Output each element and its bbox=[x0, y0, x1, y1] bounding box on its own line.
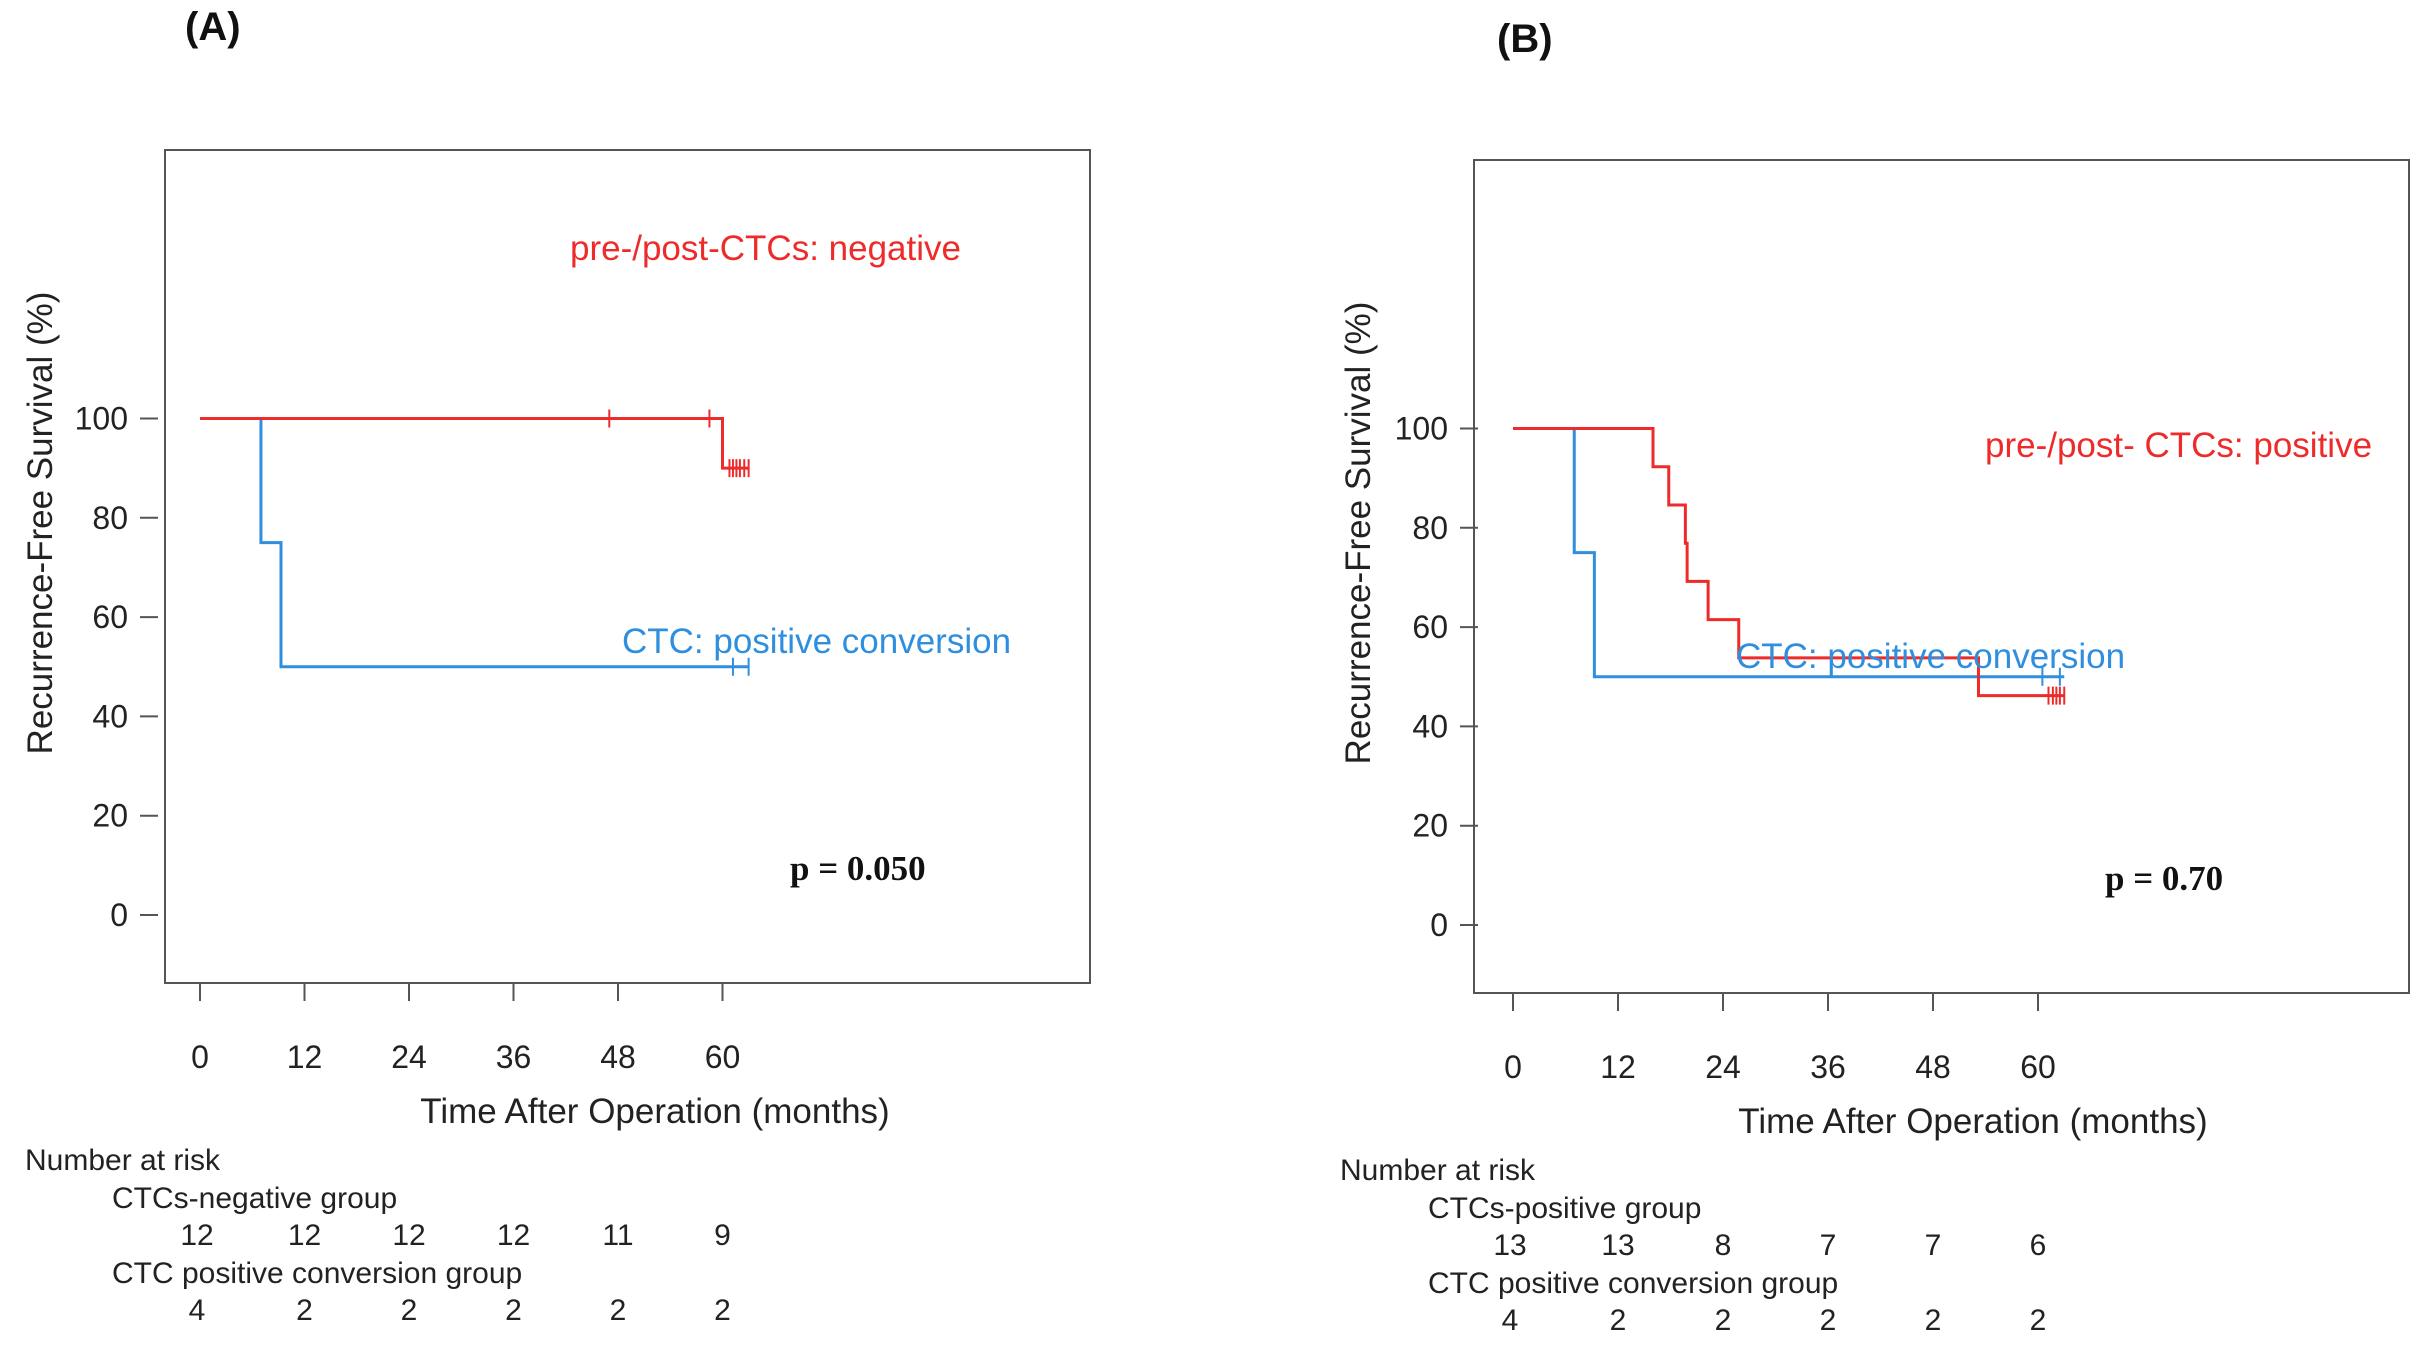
risk-value: 11 bbox=[602, 1219, 633, 1252]
panel-b-risk-row-1: 13 13 8 7 7 6 bbox=[1493, 1229, 2046, 1262]
y-tick-label: 100 bbox=[1395, 411, 1448, 447]
x-tick-label: 48 bbox=[600, 1039, 636, 1075]
y-tick-label: 40 bbox=[1412, 708, 1448, 744]
panel-b-risk-table: Number at risk CTCs-positive group 13 13 8… bbox=[1340, 1154, 2046, 1337]
x-tick-label: 12 bbox=[1600, 1049, 1636, 1085]
panel-b-risk-group-2-name: CTC positive conversion group bbox=[1428, 1267, 1838, 1300]
risk-value: 2 bbox=[1820, 1304, 1837, 1337]
risk-value: 12 bbox=[180, 1219, 213, 1252]
panel-a-risk-row-2: 4 2 2 2 2 2 bbox=[189, 1294, 731, 1327]
y-tick-label: 60 bbox=[92, 599, 128, 635]
x-tick-label: 12 bbox=[287, 1039, 323, 1075]
x-tick-label: 60 bbox=[2020, 1049, 2056, 1085]
panel-a-label-negative: pre-/post-CTCs: negative bbox=[570, 229, 961, 268]
risk-value: 2 bbox=[2030, 1304, 2047, 1337]
panel-b-label-conversion: CTC: positive conversion bbox=[1736, 637, 2125, 676]
risk-value: 2 bbox=[1925, 1304, 1942, 1337]
panel-a-risk-row-1: 12 12 12 12 11 9 bbox=[180, 1219, 731, 1252]
panel-a-risk-table: Number at risk CTCs-negative group 12 12 1… bbox=[25, 1144, 731, 1327]
panel-b-p-value: p = 0.70 bbox=[2105, 859, 2223, 898]
risk-value: 4 bbox=[189, 1294, 206, 1327]
panel-b-curves bbox=[1513, 427, 2066, 705]
risk-value: 2 bbox=[505, 1294, 522, 1327]
risk-value: 12 bbox=[288, 1219, 321, 1252]
risk-value: 2 bbox=[1715, 1304, 1732, 1337]
panel-a-risk-title: Number at risk bbox=[25, 1144, 221, 1177]
panel-a-axes: 0 20 40 60 80 100 0 12 24 36 48 60 bbox=[75, 401, 741, 1076]
km-curve-red bbox=[1513, 427, 2065, 698]
panel-b-axes: 0 20 40 60 80 100 0 12 24 36 48 60 bbox=[1395, 411, 2056, 1086]
panel-b-label-positive: pre-/post- CTCs: positive bbox=[1985, 426, 2372, 465]
y-tick-label: 40 bbox=[92, 698, 128, 734]
risk-value: 7 bbox=[1925, 1229, 1942, 1262]
panel-b-x-axis-title: Time After Operation (months) bbox=[1738, 1102, 2207, 1141]
panel-b-y-axis-title: Recurrence-Free Survival (%) bbox=[1339, 302, 1378, 765]
panel-b-risk-title: Number at risk bbox=[1340, 1154, 1536, 1187]
panel-a-curves bbox=[200, 409, 750, 676]
panel-a-p-value: p = 0.050 bbox=[790, 849, 926, 888]
x-tick-label: 36 bbox=[496, 1039, 532, 1075]
risk-value: 2 bbox=[610, 1294, 627, 1327]
y-tick-label: 0 bbox=[1430, 907, 1448, 943]
risk-value: 13 bbox=[1493, 1229, 1526, 1262]
risk-value: 13 bbox=[1601, 1229, 1634, 1262]
y-tick-label: 60 bbox=[1412, 609, 1448, 645]
panel-a-y-axis-title: Recurrence-Free Survival (%) bbox=[21, 292, 60, 755]
y-tick-label: 80 bbox=[92, 500, 128, 536]
y-tick-label: 80 bbox=[1412, 510, 1448, 546]
y-tick-label: 0 bbox=[110, 897, 128, 933]
panel-a-label-conversion: CTC: positive conversion bbox=[622, 622, 1011, 661]
km-curve-red bbox=[200, 417, 749, 470]
panel-b-risk-row-2: 4 2 2 2 2 2 bbox=[1502, 1304, 2047, 1337]
x-tick-label: 60 bbox=[705, 1039, 741, 1075]
risk-value: 6 bbox=[2030, 1229, 2047, 1262]
panel-b-label: (B) bbox=[1497, 17, 1553, 61]
x-tick-label: 0 bbox=[1504, 1049, 1522, 1085]
x-tick-label: 24 bbox=[391, 1039, 427, 1075]
x-tick-label: 0 bbox=[191, 1039, 209, 1075]
y-tick-label: 20 bbox=[1412, 808, 1448, 844]
panel-a-x-axis-title: Time After Operation (months) bbox=[420, 1092, 889, 1131]
risk-value: 2 bbox=[1610, 1304, 1627, 1337]
risk-value: 2 bbox=[401, 1294, 418, 1327]
x-tick-label: 24 bbox=[1705, 1049, 1741, 1085]
panel-a-risk-group-2-name: CTC positive conversion group bbox=[112, 1257, 522, 1290]
risk-value: 12 bbox=[497, 1219, 530, 1252]
risk-value: 2 bbox=[296, 1294, 313, 1327]
y-tick-label: 20 bbox=[92, 798, 128, 834]
panel-b-risk-group-1-name: CTCs-positive group bbox=[1428, 1192, 1701, 1225]
panel-b-plot-frame bbox=[1473, 159, 2410, 994]
panel-a-plot-frame bbox=[164, 149, 1091, 984]
x-tick-label: 36 bbox=[1810, 1049, 1846, 1085]
risk-value: 8 bbox=[1715, 1229, 1732, 1262]
risk-value: 7 bbox=[1820, 1229, 1837, 1262]
panel-a-label: (A) bbox=[185, 5, 241, 49]
y-tick-label: 100 bbox=[75, 401, 128, 437]
risk-value: 4 bbox=[1502, 1304, 1519, 1337]
risk-value: 9 bbox=[714, 1219, 731, 1252]
risk-value: 2 bbox=[714, 1294, 731, 1327]
x-tick-label: 48 bbox=[1915, 1049, 1951, 1085]
panel-a-risk-group-1-name: CTCs-negative group bbox=[112, 1182, 397, 1215]
risk-value: 12 bbox=[392, 1219, 425, 1252]
